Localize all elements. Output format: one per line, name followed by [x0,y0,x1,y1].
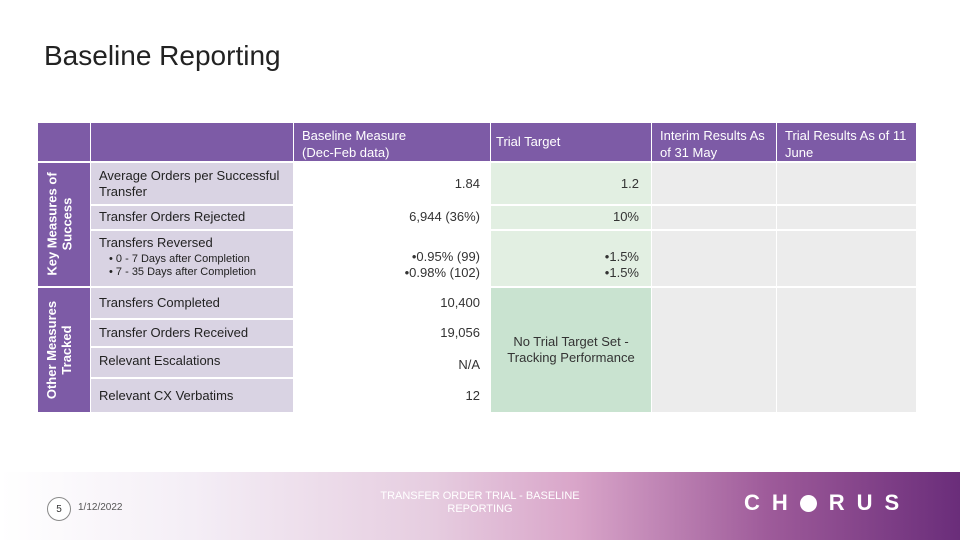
header-corner-2 [91,123,293,161]
list-item: 0.95% (99) [304,249,480,265]
row-baseline-transfers-reversed: 0.95% (99) 0.98% (102) [294,231,490,286]
slide-number: 5 [47,497,71,521]
row-label-orders-rejected: Transfer Orders Rejected [91,206,293,229]
group-key-measures-label: Key Measures of Success [44,172,75,276]
logo-text-left: CH [744,490,800,515]
footer-date: 1/12/2022 [78,502,123,513]
baseline-reversed-list: 0.95% (99) 0.98% (102) [304,249,480,281]
row-trial-avg-orders [777,163,916,204]
row-trial-transfers-reversed [777,231,916,286]
header-corner-1 [38,123,90,161]
row-trial-orders-rejected [777,206,916,229]
row-target-avg-orders: 1.2 [491,163,651,204]
group-other-measures: Other Measures Tracked [38,288,90,412]
row-baseline-avg-orders: 1.84 [294,163,490,204]
row-label-transfers-completed: Transfers Completed [91,288,293,318]
interim-other-measures [652,288,776,412]
header-baseline-measure: Baseline Measure (Dec-Feb data) [294,123,490,161]
no-target-note: No Trial Target Set - Tracking Performan… [491,288,651,412]
chorus-logo: CH RUS [744,490,911,516]
row-label-transfers-reversed-title: Transfers Reversed [99,235,213,250]
list-item: 0.98% (102) [304,265,480,281]
row-label-avg-orders: Average Orders per Successful Transfer [91,163,293,204]
list-item: 0 - 7 Days after Completion [109,253,285,266]
list-item: 1.5% [503,265,639,281]
header-interim-results: Interim Results As of 31 May [652,123,776,161]
logo-text-right: RUS [828,490,912,515]
row-baseline-escalations: N/A [294,348,490,377]
row-interim-orders-rejected [652,206,776,229]
row-label-escalations: Relevant Escalations [91,348,293,377]
row-label-orders-received: Transfer Orders Received [91,320,293,346]
list-item: 7 - 35 Days after Completion [109,266,285,279]
group-other-measures-label: Other Measures Tracked [44,300,74,400]
row-baseline-orders-rejected: 6,944 (36%) [294,206,490,229]
header-trial-results: Trial Results As of 11 June [777,123,916,161]
row-interim-avg-orders [652,163,776,204]
no-target-note-text: No Trial Target Set - Tracking Performan… [507,334,635,365]
transfers-reversed-sublist: 0 - 7 Days after Completion 7 - 35 Days … [99,253,285,279]
row-baseline-orders-received: 19,056 [294,320,490,346]
row-interim-transfers-reversed [652,231,776,286]
row-target-transfers-reversed: 1.5% 1.5% [491,231,651,286]
row-baseline-cx-verbatims: 12 [294,379,490,412]
page-title: Baseline Reporting [44,40,281,71]
trial-other-measures [777,288,916,412]
row-label-cx-verbatims: Relevant CX Verbatims [91,379,293,412]
row-label-transfers-reversed: Transfers Reversed 0 - 7 Days after Comp… [91,231,293,286]
row-baseline-transfers-completed: 10,400 [294,288,490,318]
header-trial-target: Trial Target [491,123,651,161]
row-target-orders-rejected: 10% [491,206,651,229]
target-reversed-list: 1.5% 1.5% [503,249,639,281]
list-item: 1.5% [503,249,639,265]
logo-dot-icon [799,495,817,512]
group-key-measures: Key Measures of Success [38,163,90,286]
footer-title: TRANSFER ORDER TRIAL - BASELINE REPORTIN… [380,490,580,515]
